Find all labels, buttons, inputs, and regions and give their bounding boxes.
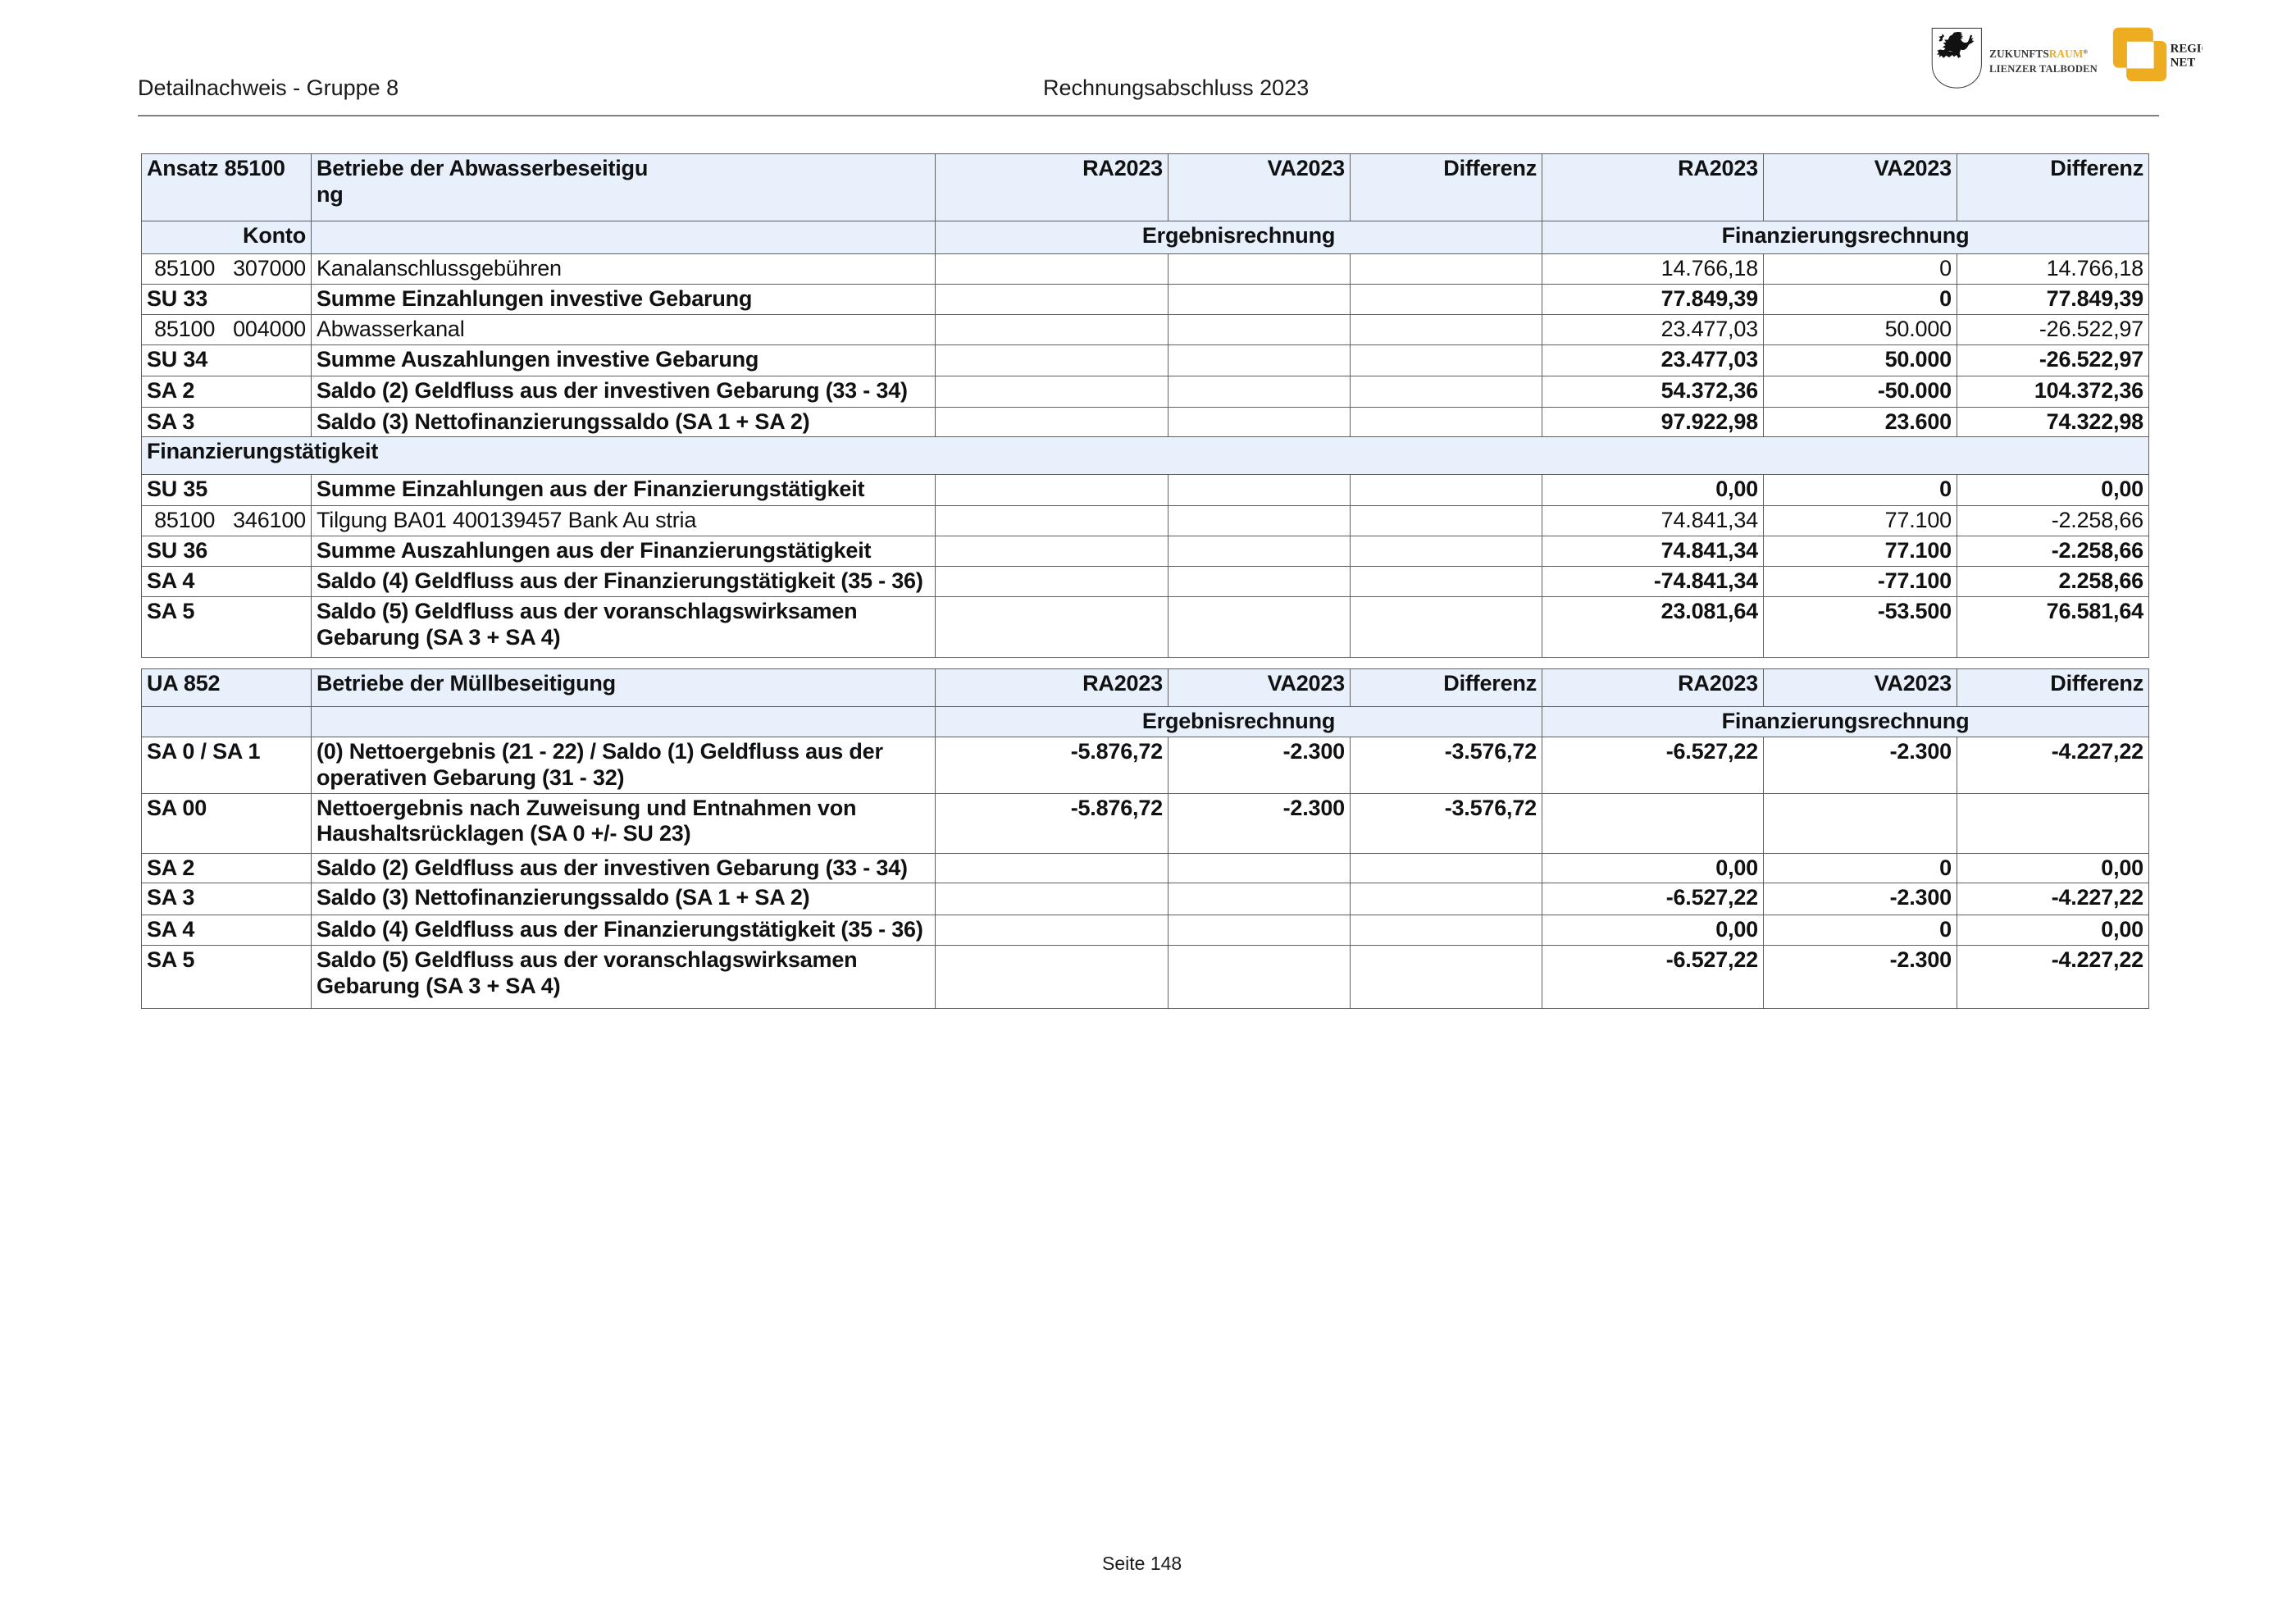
svg-text:ZUKUNFTSRAUM®: ZUKUNFTSRAUM®	[1989, 48, 2088, 60]
svg-text:LIENZER TALBODEN: LIENZER TALBODEN	[1989, 63, 2098, 75]
svg-text:REGIO: REGIO	[2171, 42, 2203, 55]
svg-text:NET: NET	[2171, 56, 2196, 69]
